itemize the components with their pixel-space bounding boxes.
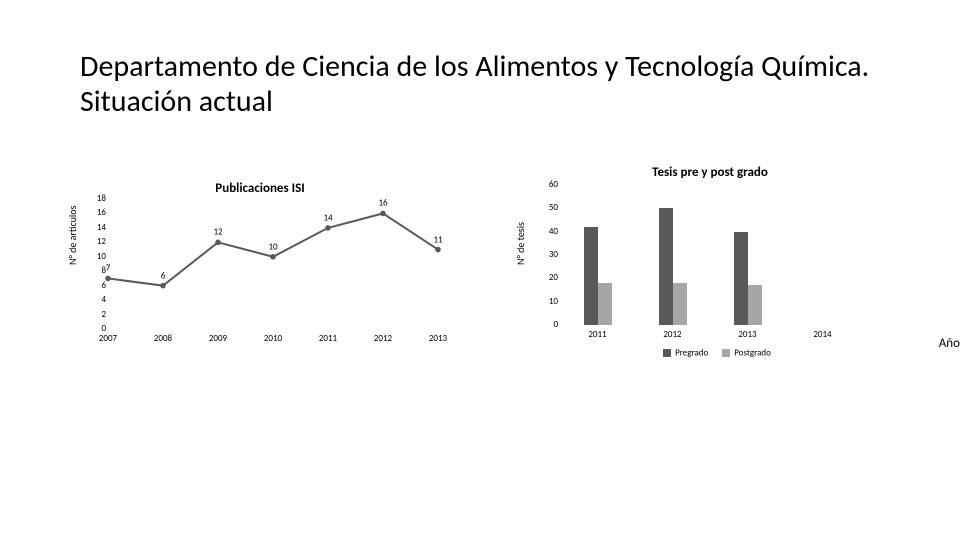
bar [584, 227, 598, 325]
bar [748, 285, 762, 325]
bar-group [584, 227, 612, 325]
line-point-label: 12 [213, 227, 222, 238]
line-chart-ytick: 14 [94, 222, 106, 233]
bar-group [659, 208, 687, 325]
bar-chart-plot [560, 185, 860, 325]
line-chart-ytick: 12 [94, 236, 106, 247]
bar-chart-title: Tesis pre y post grado [500, 165, 920, 180]
bar [659, 208, 673, 325]
bar-chart-xaxis-title: Año [939, 336, 960, 351]
bar-chart-xlabel: 2011 [588, 329, 606, 340]
legend-label: Postgrado [734, 347, 771, 358]
line-chart-ytick: 2 [94, 309, 106, 320]
line-chart-ytick: 4 [94, 294, 106, 305]
line-chart-ylabel: N° de artículos [66, 206, 79, 265]
line-chart-ytick: 18 [94, 193, 106, 204]
line-chart-xlabel: 2010 [264, 333, 282, 344]
line-point [215, 240, 221, 246]
line-point [435, 247, 441, 253]
bar-chart: Tesis pre y post grado N° de tesis 0 10 20… [500, 165, 920, 365]
line-point-label: 16 [378, 198, 387, 209]
line-point [270, 254, 276, 260]
legend-label: Pregrado [675, 347, 708, 358]
line-chart-xlabel: 2009 [209, 333, 227, 344]
line-chart-ytick: 6 [94, 280, 106, 291]
slide-title: Departamento de Ciencia de los Alimentos… [80, 50, 900, 119]
legend-swatch [663, 349, 671, 357]
bar-chart-ytick: 30 [544, 249, 558, 260]
line-point [325, 225, 331, 231]
line-chart: Publicaciones ISI N° de artículos 024681… [60, 165, 460, 365]
bar-chart-ytick: 40 [544, 226, 558, 237]
line-point-label: 7 [106, 263, 111, 274]
line-point [105, 276, 111, 282]
line-point-label: 10 [268, 241, 277, 252]
line-chart-plot [108, 199, 438, 329]
line-chart-ytick: 10 [94, 251, 106, 262]
bar-chart-ytick: 20 [544, 272, 558, 283]
line-point-label: 6 [161, 270, 166, 281]
bar [734, 232, 748, 325]
line-point [160, 283, 166, 289]
line-point-label: 11 [433, 234, 442, 245]
bar [673, 283, 687, 325]
line-point-label: 14 [323, 212, 332, 223]
line-chart-xlabel: 2012 [374, 333, 392, 344]
bar-group [734, 232, 762, 325]
bar-chart-legend: Pregrado Postgrado [500, 347, 920, 358]
bar-chart-xlabel: 2013 [738, 329, 756, 340]
bar-chart-ytick: 50 [544, 202, 558, 213]
bar-chart-ylabel: N° de tesis [514, 222, 527, 265]
line-chart-xlabel: 2013 [429, 333, 447, 344]
line-chart-title: Publicaciones ISI [60, 181, 460, 196]
bar-chart-xlabel: 2014 [813, 329, 831, 340]
bar-chart-ytick: 60 [544, 179, 558, 190]
charts-row: Publicaciones ISI N° de artículos 0 2 4 6 8 1… [60, 165, 920, 385]
bar-chart-xlabel: 2012 [663, 329, 681, 340]
bar [598, 283, 612, 325]
line-chart-xlabel: 2007 [99, 333, 117, 344]
line-chart-xlabel: 2011 [319, 333, 337, 344]
line-chart-ytick: 16 [94, 207, 106, 218]
bar-chart-ytick: 0 [544, 319, 558, 330]
line-chart-ytick: 8 [94, 265, 106, 276]
line-point [380, 211, 386, 217]
line-chart-xlabel: 2008 [154, 333, 172, 344]
bar-chart-ytick: 10 [544, 296, 558, 307]
legend-swatch [722, 349, 730, 357]
